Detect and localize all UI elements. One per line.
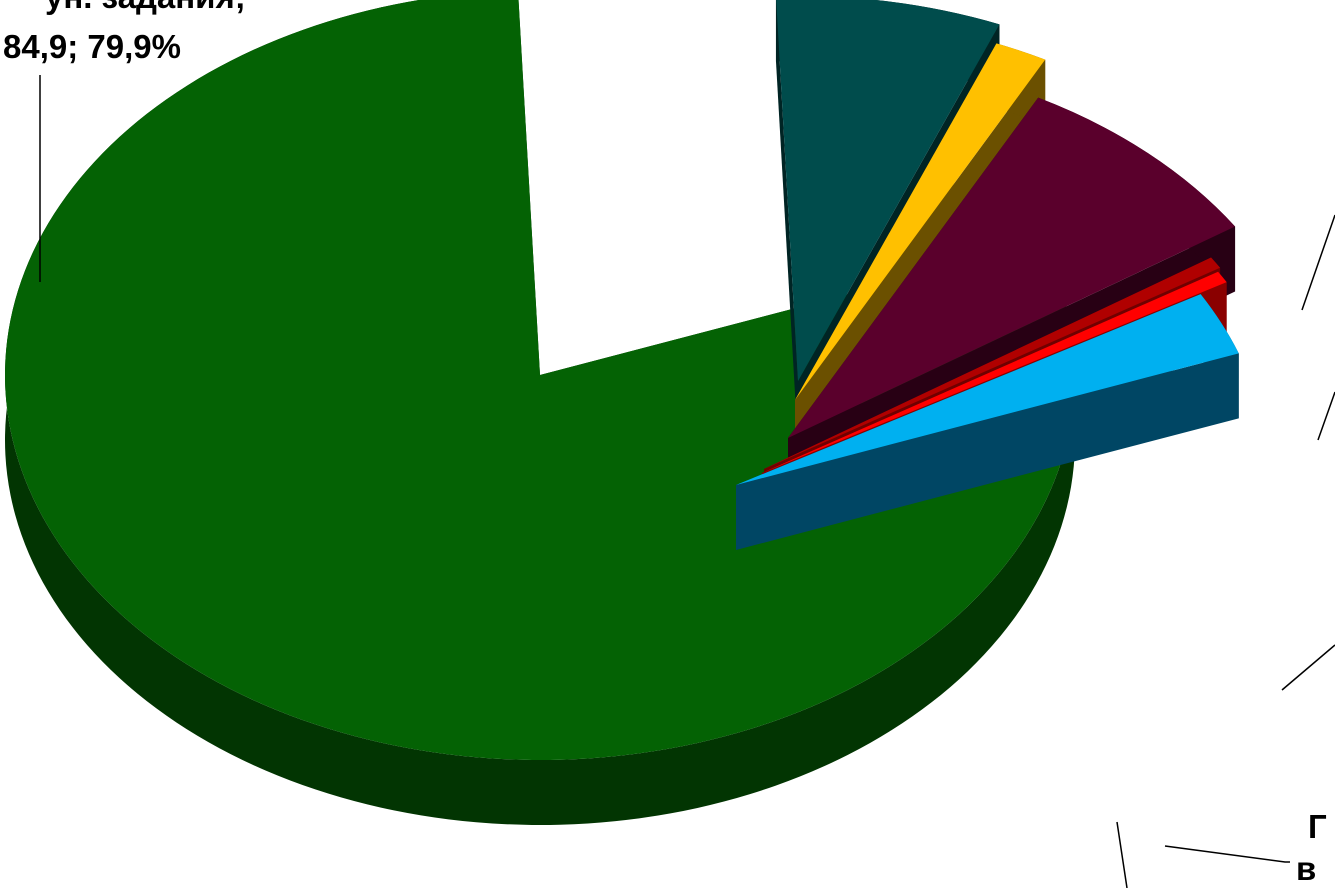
leader-teal [1301, 214, 1335, 311]
slice-top-cyan [736, 294, 1239, 485]
pie-slices [5, 0, 1239, 825]
leader-maroon [1281, 644, 1335, 691]
slice-face-start-teal [775, 0, 798, 446]
slice-top-dred [764, 257, 1221, 469]
leader-gold [1317, 391, 1335, 441]
leader-cyan [1116, 821, 1128, 888]
label-tail-2: в [1296, 850, 1316, 887]
leader-red [1164, 845, 1290, 863]
slice-top-maroon [788, 97, 1236, 438]
pie-slice-cyan [736, 294, 1239, 550]
data-labels: ун. задания; 84,9; 79,9% Г в [3, 0, 1327, 887]
slice-face-end-cyan [736, 353, 1239, 550]
slice-top-teal [776, 0, 1000, 381]
slice-top-gold [795, 43, 1046, 400]
slice-top-main [5, 0, 1075, 760]
label-main-line-1: ун. задания; [45, 0, 246, 15]
slice-top-red [762, 271, 1227, 473]
label-main-line-2: 84,9; 79,9% [3, 28, 181, 65]
leader-lines [39, 75, 1335, 888]
label-tail-1: Г [1308, 808, 1327, 845]
